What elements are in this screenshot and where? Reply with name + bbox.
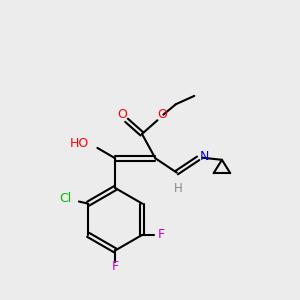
Text: O: O [117,108,127,121]
Text: Cl: Cl [59,192,71,205]
Text: F: F [158,228,165,242]
Text: F: F [112,260,119,273]
Text: HO: HO [70,137,89,150]
Text: O: O [157,108,167,121]
Text: H: H [174,182,183,195]
Text: N: N [200,150,209,163]
